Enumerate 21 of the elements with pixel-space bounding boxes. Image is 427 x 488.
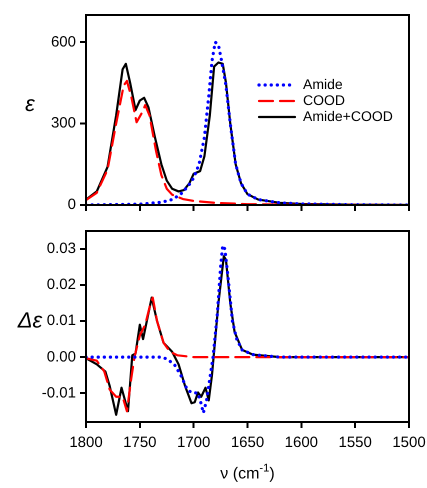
line-series xyxy=(86,296,409,412)
y-tick-label: 0 xyxy=(68,196,76,214)
y-tick-label: 0.03 xyxy=(46,240,76,258)
x-tick-label: 1700 xyxy=(176,434,210,452)
y-tick-label: 0.01 xyxy=(46,312,76,330)
y-tick-label: 300 xyxy=(50,114,76,132)
y-axis-title: ε xyxy=(25,91,36,116)
x-tick-label: 1500 xyxy=(392,434,426,452)
y-tick-label: 600 xyxy=(50,33,76,50)
y-tick-label: 0.02 xyxy=(46,276,76,294)
x-tick-label: 1650 xyxy=(230,434,264,452)
x-tick-label: 1800 xyxy=(69,434,103,452)
x-tick-label: 1600 xyxy=(284,434,318,452)
legend-label: Amide xyxy=(303,76,343,92)
y-axis-title: Δε xyxy=(16,308,43,333)
y-tick-label: -0.01 xyxy=(42,384,76,402)
legend-label: Amide+COOD xyxy=(303,108,393,124)
y-tick-label: 0.00 xyxy=(46,348,76,366)
legend-label: COOD xyxy=(303,92,345,108)
x-tick-label: 1750 xyxy=(123,434,157,452)
x-tick-label: 1550 xyxy=(338,434,372,452)
